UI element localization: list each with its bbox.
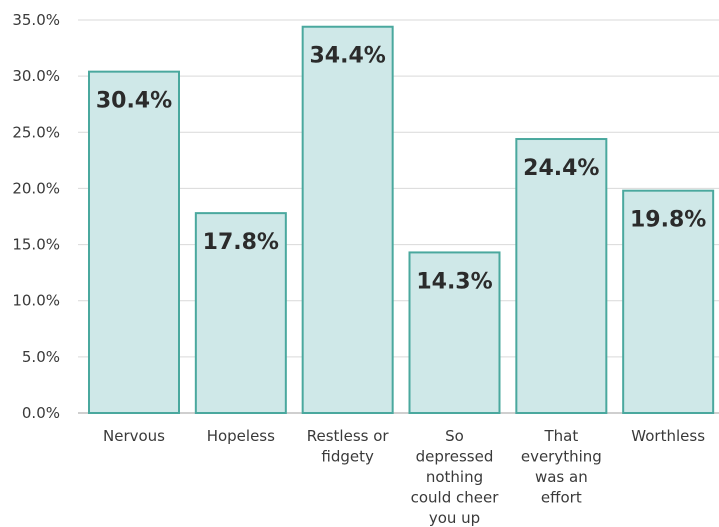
data-label: 34.4% (310, 44, 386, 69)
category-label: Hopeless (207, 427, 275, 445)
category-label: everything (521, 448, 602, 466)
category-label: Worthless (631, 427, 705, 445)
y-tick-label: 20.0% (12, 179, 60, 197)
y-tick-label: 10.0% (12, 292, 60, 310)
y-tick-label: 5.0% (22, 348, 60, 366)
y-tick-label: 35.0% (12, 11, 60, 29)
bar (622, 189, 715, 414)
category-label: you up (429, 509, 480, 527)
category-label: So (445, 427, 464, 445)
data-label: 24.4% (523, 156, 599, 181)
data-label: 19.8% (630, 208, 706, 233)
data-label: 14.3% (416, 269, 492, 294)
category-label: nothing (426, 468, 483, 486)
category-label: was an (535, 468, 588, 486)
bar (194, 212, 287, 414)
category-label: effort (541, 489, 582, 507)
category-label: That (543, 427, 578, 445)
category-label: Restless or (307, 427, 390, 445)
data-label: 17.8% (203, 230, 279, 255)
category-label: depressed (416, 448, 494, 466)
data-label: 30.4% (96, 89, 172, 114)
category-label: fidgety (321, 448, 374, 466)
y-tick-label: 25.0% (12, 123, 60, 141)
y-tick-label: 0.0% (22, 404, 60, 422)
y-tick-label: 30.0% (12, 67, 60, 85)
bar (301, 25, 394, 414)
bar (408, 251, 501, 414)
y-tick-label: 15.0% (12, 236, 60, 254)
category-label: could cheer (411, 489, 500, 507)
category-label: Nervous (103, 427, 165, 445)
bar (515, 138, 608, 414)
bar (88, 70, 180, 414)
